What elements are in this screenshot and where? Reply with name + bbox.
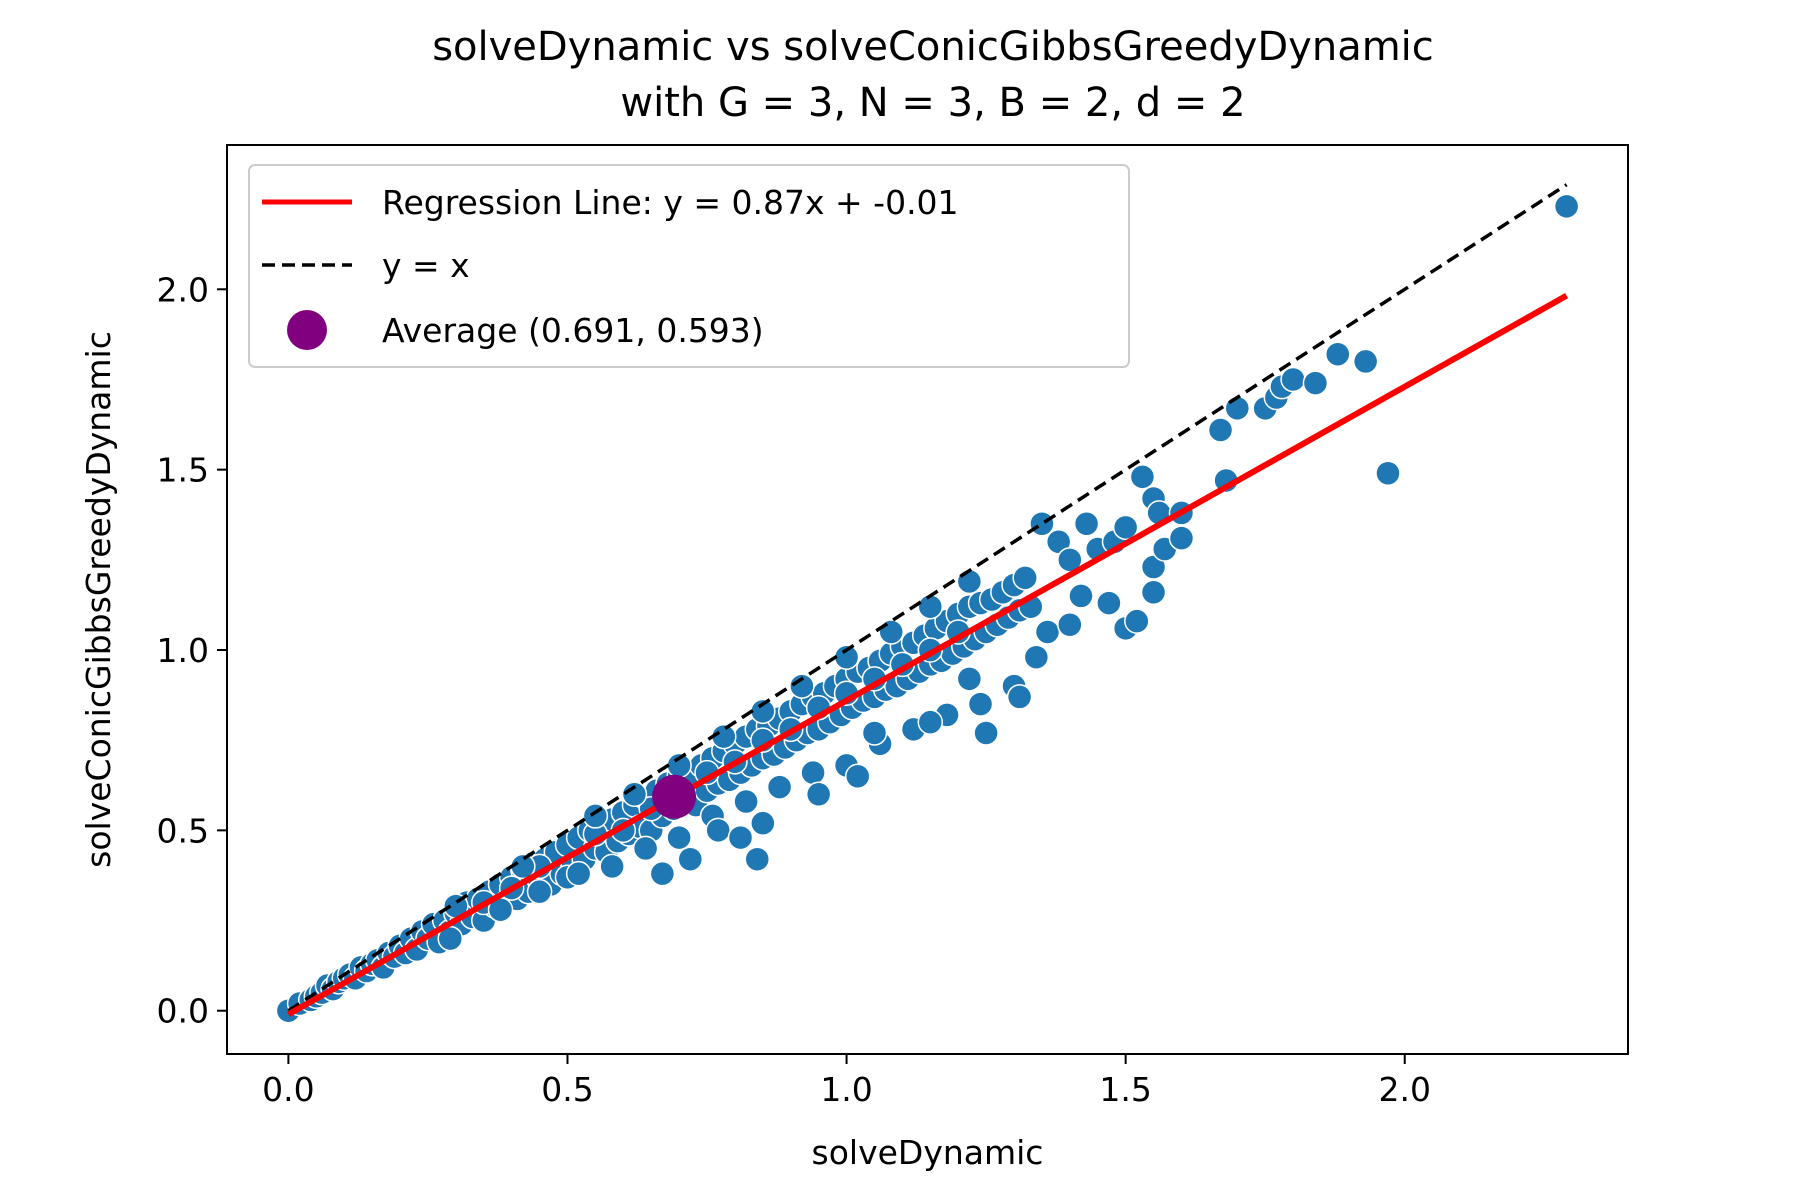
scatter-point: [1073, 511, 1100, 537]
scatter-point: [1096, 590, 1122, 616]
y-tick-label: 0.0: [157, 992, 209, 1031]
scatter-point: [565, 860, 592, 887]
legend-average-label: Average (0.691, 0.593): [382, 311, 764, 350]
y-tick-label: 1.0: [157, 631, 209, 670]
scatter-point: [1034, 619, 1061, 645]
scatter-point: [1224, 395, 1251, 422]
scatter-point: [1375, 460, 1401, 486]
scatter-point: [967, 691, 994, 717]
y-axis: 0.0 0.5 1.0 1.5 2.0: [157, 270, 227, 1031]
scatter-point: [727, 824, 754, 851]
scatter-point: [1207, 417, 1234, 443]
scatter-point: [973, 720, 999, 746]
scatter-point: [1029, 511, 1055, 537]
average-marker: [652, 774, 697, 819]
scatter-point: [1068, 583, 1094, 609]
plot-area: [275, 183, 1580, 1024]
scatter-point: [1057, 612, 1083, 638]
legend-average-swatch: [287, 310, 327, 350]
data-points: [275, 193, 1580, 1024]
scatter-point: [582, 803, 609, 829]
scatter-point: [632, 835, 659, 862]
x-axis-label: solveDynamic: [812, 1133, 1044, 1172]
scatter-point: [956, 568, 983, 595]
scatter-point: [789, 673, 815, 699]
y-tick-label: 0.5: [157, 811, 209, 850]
legend-regression-label: Regression Line: y = 0.87x + -0.01: [382, 183, 959, 222]
chart-title: solveDynamic vs solveConicGibbsGreedyDyn…: [432, 24, 1434, 70]
axes-frame: [226, 144, 1629, 1055]
scatter-point: [1352, 348, 1379, 375]
x-tick-label: 0.5: [541, 1070, 593, 1109]
x-tick-label: 0.0: [262, 1070, 314, 1109]
scatter-point: [805, 781, 832, 808]
scatter-point: [677, 846, 704, 872]
scatter-point: [766, 774, 793, 800]
scatter-point: [878, 619, 904, 645]
chart-subtitle: with G = 3, N = 3, B = 2, d = 2: [620, 80, 1245, 126]
legend-identity-label: y = x: [382, 246, 470, 285]
x-axis: 0.0 0.5 1.0 1.5 2.0: [262, 1054, 1431, 1109]
x-tick-label: 1.0: [820, 1070, 872, 1109]
scatter-point: [917, 709, 944, 735]
scatter-point: [666, 824, 692, 851]
scatter-point: [649, 860, 676, 887]
legend: Regression Line: y = 0.87x + -0.01 y = x…: [248, 164, 1130, 368]
scatter-point: [1023, 644, 1050, 670]
identity-line: [287, 183, 1568, 1013]
scatter-point: [800, 759, 826, 786]
scatter-point: [1553, 193, 1580, 220]
scatter-point: [705, 817, 731, 844]
scatter-point: [917, 593, 944, 620]
average-marker-layer: [652, 774, 697, 819]
y-axis-label: solveConicGibbsGreedyDynamic: [79, 331, 118, 868]
x-tick-label: 2.0: [1378, 1070, 1430, 1109]
scatter-point: [1140, 579, 1167, 606]
scatter-point: [599, 853, 625, 880]
scatter-point: [1325, 341, 1351, 367]
scatter-point: [1006, 684, 1033, 710]
scatter-point: [621, 781, 648, 808]
scatter-point: [750, 810, 776, 836]
scatter-point: [1302, 370, 1329, 396]
scatter-point: [861, 720, 888, 746]
scatter-point: [1168, 525, 1195, 551]
scatter-point: [1129, 464, 1156, 490]
scatter-point: [956, 666, 983, 692]
y-tick-label: 1.5: [157, 451, 209, 490]
scatter-point: [733, 788, 759, 815]
y-tick-label: 2.0: [157, 270, 209, 309]
scatter-point: [1280, 366, 1306, 393]
scatter-point: [526, 878, 553, 905]
scatter-point: [744, 846, 771, 872]
scatter-point: [844, 763, 871, 789]
x-tick-label: 1.5: [1099, 1070, 1151, 1109]
reference-lines: [286, 183, 1569, 1017]
scatter-point: [1112, 514, 1139, 541]
legend-box: [248, 164, 1130, 368]
scatter-point: [1012, 565, 1038, 591]
scatter-point: [1124, 608, 1150, 634]
regression-line: [286, 293, 1569, 1017]
